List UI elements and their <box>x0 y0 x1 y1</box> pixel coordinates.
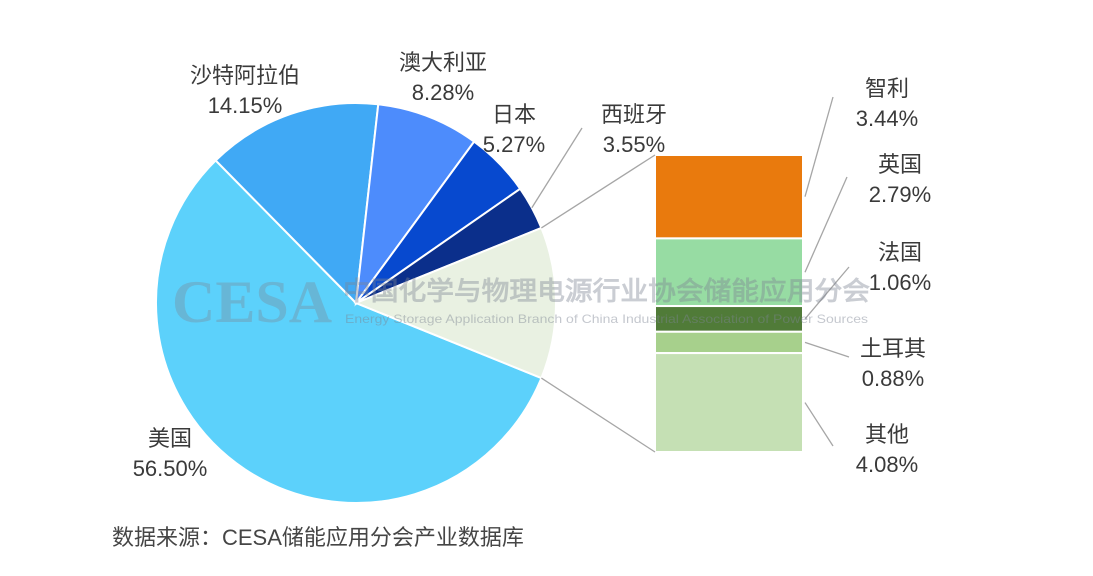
leader-line <box>804 96 834 197</box>
slice-label: 日本 <box>492 102 536 127</box>
leader-line <box>804 176 848 273</box>
watermark: CESA 中国化学与物理电源行业协会储能应用分会 Energy Storage … <box>172 269 870 335</box>
segment-value-label: 2.79% <box>869 182 931 207</box>
watermark-org-cn: 中国化学与物理电源行业协会储能应用分会 <box>343 276 870 306</box>
breakdown-bar <box>654 154 804 453</box>
connector-line <box>541 377 656 453</box>
segment-value-label: 0.88% <box>862 366 924 391</box>
segment-label: 智利 <box>865 76 909 101</box>
slice-value-label: 5.27% <box>483 132 545 157</box>
slice-label: 西班牙 <box>601 102 667 127</box>
pie-slice <box>354 103 476 307</box>
bar-segment <box>654 330 804 355</box>
pie-slice-combined <box>353 226 557 380</box>
slice-value-label: 14.15% <box>208 93 283 118</box>
segment-value-label: 3.44% <box>856 106 918 131</box>
connector-line <box>541 154 656 229</box>
slice-value-label: 3.55% <box>603 132 665 157</box>
bar-segment <box>654 305 804 333</box>
segment-label: 土耳其 <box>860 336 926 361</box>
segment-value-label: 4.08% <box>856 452 918 477</box>
segment-label: 其他 <box>865 422 909 447</box>
chart-lines <box>531 96 850 453</box>
leader-line <box>804 402 834 447</box>
segment-value-label: 1.06% <box>869 270 931 295</box>
source-note: 数据来源：CESA储能应用分会产业数据库 <box>112 525 524 550</box>
pie-slice <box>155 159 543 504</box>
slice-label: 美国 <box>148 426 192 451</box>
segment-label: 法国 <box>878 240 922 265</box>
pie-slice <box>214 101 380 306</box>
slice-label: 澳大利亚 <box>399 50 487 75</box>
watermark-org-en: Energy Storage Application Branch of Chi… <box>345 312 868 326</box>
bar-segment <box>654 154 804 240</box>
bar-segment <box>654 352 804 453</box>
watermark-logo: CESA <box>172 269 332 335</box>
leader-line <box>531 127 583 209</box>
leader-line <box>804 341 850 358</box>
slice-value-label: 8.28% <box>412 80 474 105</box>
pie <box>155 101 557 504</box>
data-labels: 美国 56.50% 沙特阿拉伯 14.15% 澳大利亚 8.28% 日本 5.27% 西班牙 3.… <box>133 50 932 481</box>
segment-label: 英国 <box>878 152 922 177</box>
slice-label: 沙特阿拉伯 <box>190 63 300 88</box>
leader-line <box>804 266 850 320</box>
slice-value-label: 56.50% <box>133 456 208 481</box>
